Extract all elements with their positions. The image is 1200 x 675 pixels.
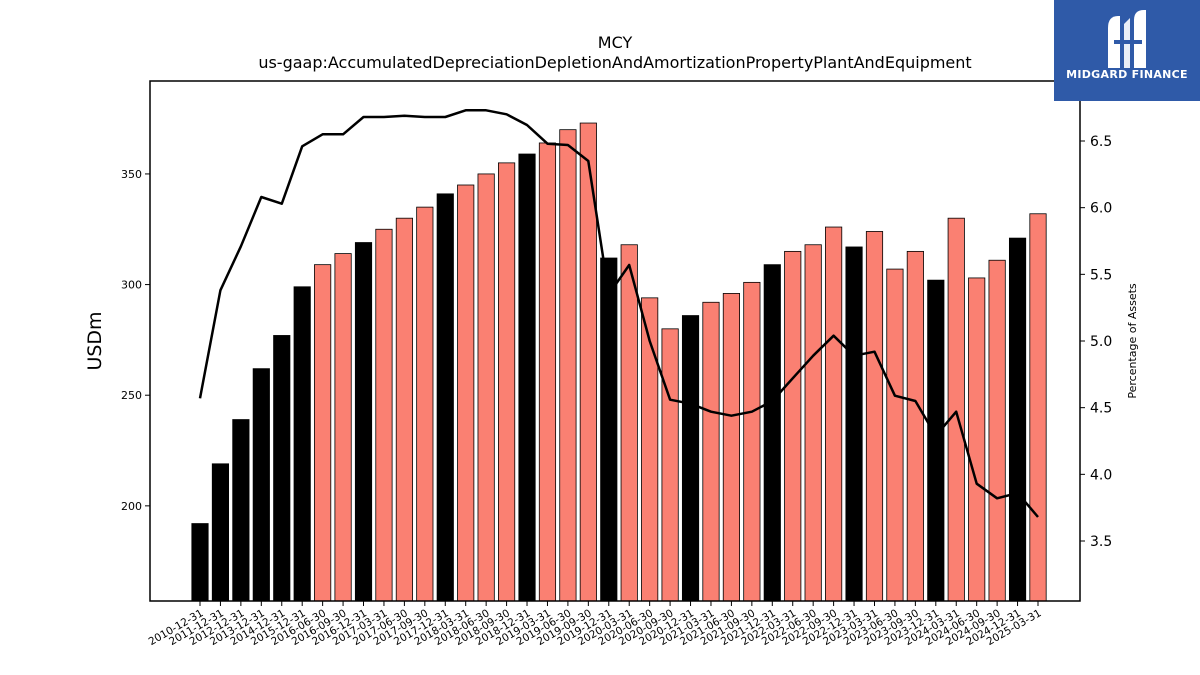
chart-title: MCY: [598, 33, 633, 52]
bars-group: [191, 122, 1047, 602]
bar-2022-12-31: [845, 246, 863, 602]
bar-2018-03-31: [457, 184, 475, 602]
bar-2021-12-31: [763, 264, 781, 602]
y2-tick-label: 3.5: [1090, 534, 1112, 550]
line-group: [198, 109, 1039, 518]
bar-2018-06-30: [477, 173, 495, 602]
bar-2020-12-31: [681, 315, 700, 602]
logo-text: MIDGARD FINANCE: [1066, 68, 1188, 81]
y2-tick-label: 4.5: [1090, 401, 1112, 417]
bar-2011-12-31: [211, 463, 230, 602]
bar-2016-09-30: [334, 253, 352, 602]
y-tick-label: 350: [121, 168, 142, 181]
bar-2017-09-30: [416, 206, 434, 602]
bar-2021-06-30: [722, 293, 740, 602]
bar-2020-03-31: [620, 244, 638, 602]
bar-2022-03-31: [784, 250, 802, 602]
y-tick-label: 300: [121, 279, 142, 292]
bar-2023-12-31: [927, 279, 945, 602]
percentage-line: [198, 109, 1039, 518]
chart-subtitle: us-gaap:AccumulatedDepreciationDepletion…: [258, 53, 971, 72]
bar-2010-12-31: [191, 523, 209, 602]
bar-2024-12-31: [1008, 237, 1027, 602]
bar-2023-03-31: [865, 231, 884, 602]
bar-2016-12-31: [354, 242, 373, 602]
y2-tick-label: 5.5: [1090, 267, 1112, 283]
bar-2013-12-31: [252, 368, 270, 602]
y-axis-label: USDm: [84, 311, 106, 370]
bar-2017-12-31: [436, 193, 454, 602]
bar-2019-06-30: [559, 129, 577, 602]
bar-2022-06-30: [804, 244, 822, 602]
bar-2016-06-30: [314, 264, 332, 602]
bar-2017-06-30: [395, 217, 413, 602]
bar-2024-03-31: [947, 217, 965, 602]
bar-2024-09-30: [988, 259, 1006, 602]
bar-2023-09-30: [906, 250, 924, 602]
y2-tick-label: 4.0: [1090, 467, 1112, 483]
bar-2024-06-30: [968, 277, 986, 602]
logo-mark-icon: [1108, 10, 1146, 68]
bar-2014-12-31: [273, 335, 291, 602]
bar-2025-03-31: [1029, 213, 1047, 602]
bar-2015-12-31: [293, 286, 311, 602]
y2-axis-label: Percentage of Assets: [1126, 283, 1139, 399]
bar-2021-03-31: [702, 301, 720, 602]
y2-tick-label: 6.5: [1090, 134, 1112, 150]
logo: MIDGARD FINANCE: [1054, 0, 1200, 101]
y2-tick-label: 6.0: [1090, 201, 1112, 217]
bar-2022-09-30: [825, 226, 843, 602]
y-tick-label: 200: [121, 500, 142, 513]
bar-2017-03-31: [375, 228, 393, 602]
y-tick-label: 250: [121, 389, 142, 402]
y2-tick-label: 5.0: [1090, 334, 1112, 350]
bar-2012-12-31: [232, 419, 250, 602]
bar-2018-09-30: [498, 162, 516, 602]
bar-2023-06-30: [886, 268, 904, 602]
bar-2020-09-30: [661, 328, 679, 602]
bar-2019-12-31: [600, 257, 618, 602]
bar-2021-09-30: [743, 281, 761, 602]
bar-2019-03-31: [538, 142, 557, 602]
bar-2018-12-31: [518, 153, 536, 602]
